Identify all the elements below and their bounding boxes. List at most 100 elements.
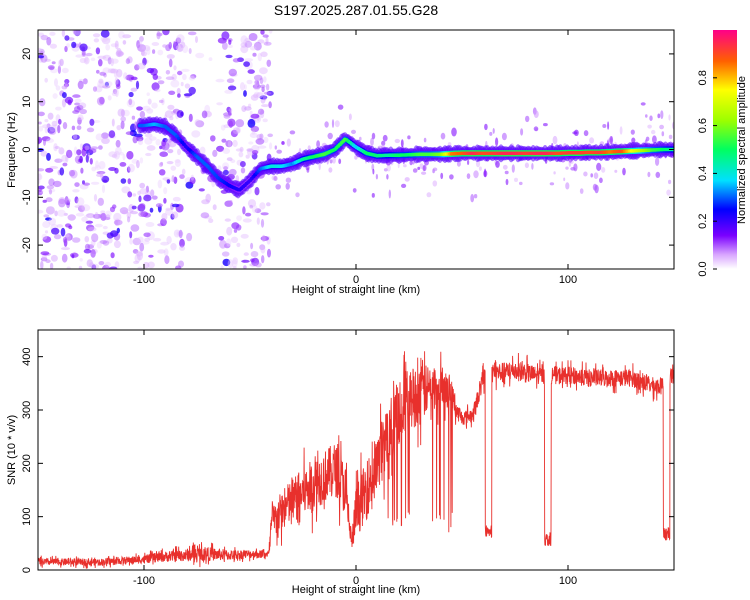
- noise-speckle: [120, 116, 126, 122]
- noise-speckle: [210, 135, 216, 142]
- faint-streak: [286, 138, 291, 147]
- noise-speckle: [38, 47, 42, 52]
- faint-streak: [352, 188, 357, 193]
- noise-speckle: [156, 31, 161, 40]
- noise-speckle: [130, 87, 138, 92]
- noise-speckle: [99, 240, 108, 244]
- noise-speckle: [263, 76, 267, 83]
- faint-streak: [495, 137, 499, 147]
- faint-streak: [456, 160, 461, 167]
- faint-streak: [423, 137, 427, 143]
- noise-speckle: [205, 193, 211, 203]
- noise-speckle: [110, 57, 114, 67]
- noise-speckle: [115, 139, 121, 148]
- faint-streak: [354, 155, 358, 160]
- noise-speckle: [141, 105, 151, 112]
- noise-speckle: [232, 127, 241, 135]
- noise-speckle: [86, 224, 95, 232]
- noise-speckle: [221, 251, 230, 257]
- faint-streak: [370, 137, 374, 146]
- noise-speckle: [268, 101, 272, 109]
- noise-speckle: [110, 43, 118, 48]
- noise-speckle: [98, 145, 103, 150]
- noise-speckle: [138, 139, 143, 146]
- noise-speckle: [95, 133, 103, 141]
- noise-speckle: [268, 30, 273, 34]
- faint-streak: [348, 113, 352, 121]
- noise-speckle: [49, 66, 55, 71]
- faint-streak: [371, 193, 375, 198]
- noise-speckle: [258, 108, 265, 115]
- noise-speckle: [263, 41, 272, 46]
- faint-streak: [484, 123, 488, 131]
- noise-speckle: [243, 61, 251, 67]
- faint-streak: [579, 188, 584, 194]
- noise-speckle: [173, 229, 181, 238]
- noise-speckle: [218, 236, 225, 241]
- noise-speckle: [157, 49, 164, 56]
- noise-speckle: [173, 40, 177, 47]
- noise-speckle: [150, 68, 158, 76]
- noise-speckle: [45, 206, 55, 215]
- noise-speckle: [81, 147, 87, 157]
- colorbar-tick-label: 0.6: [697, 118, 709, 133]
- faint-streak: [601, 167, 606, 173]
- noise-speckle: [222, 169, 229, 176]
- noise-speckle: [44, 230, 49, 234]
- noise-speckle: [114, 77, 119, 86]
- noise-speckle: [72, 94, 81, 98]
- noise-speckle: [235, 148, 243, 152]
- noise-speckle: [90, 57, 96, 62]
- noise-speckle: [147, 261, 155, 269]
- noise-speckle: [226, 106, 231, 113]
- noise-speckle: [188, 76, 196, 81]
- noise-speckle: [46, 123, 51, 128]
- noise-speckle: [113, 219, 123, 226]
- noise-speckle: [143, 194, 152, 202]
- noise-speckle: [51, 227, 60, 235]
- noise-speckle: [240, 233, 249, 239]
- snr-x-ticks: -100 0 100: [133, 330, 577, 587]
- noise-speckle: [250, 242, 254, 250]
- noise-speckle: [221, 138, 227, 143]
- noise-speckle: [132, 237, 141, 246]
- noise-speckle: [117, 51, 125, 56]
- noise-speckle: [137, 62, 146, 70]
- noise-speckle: [132, 193, 137, 197]
- noise-speckle: [241, 105, 247, 112]
- noise-speckle: [122, 40, 127, 45]
- noise-speckle: [82, 78, 88, 85]
- noise-speckle: [79, 143, 84, 150]
- noise-speckle: [94, 223, 103, 228]
- noise-speckle: [226, 238, 232, 247]
- noise-speckle: [173, 65, 177, 71]
- noise-speckle: [59, 158, 64, 162]
- noise-speckle: [137, 266, 143, 269]
- noise-speckle: [77, 116, 84, 121]
- noise-speckle: [105, 214, 111, 221]
- noise-speckle: [104, 261, 112, 268]
- faint-streak: [388, 189, 391, 199]
- noise-speckle: [143, 232, 151, 238]
- noise-speckle: [226, 157, 233, 162]
- noise-speckle: [256, 217, 260, 225]
- noise-speckle: [40, 34, 49, 41]
- noise-speckle: [46, 138, 54, 143]
- y-tick-label: 100: [21, 507, 33, 525]
- faint-streak: [655, 157, 660, 166]
- noise-speckle: [245, 212, 252, 217]
- noise-speckle: [98, 261, 105, 266]
- noise-speckle: [243, 265, 247, 269]
- noise-speckle: [43, 214, 50, 218]
- noise-speckle: [123, 109, 130, 117]
- noise-speckle: [147, 98, 152, 105]
- noise-speckle: [145, 222, 155, 227]
- noise-speckle: [78, 204, 85, 213]
- noise-speckle: [151, 82, 160, 91]
- faint-streak: [400, 139, 404, 148]
- noise-speckle: [116, 47, 122, 57]
- noise-speckle: [158, 162, 163, 168]
- noise-speckle: [38, 55, 45, 59]
- noise-speckle: [75, 212, 85, 217]
- noise-speckle: [151, 102, 158, 109]
